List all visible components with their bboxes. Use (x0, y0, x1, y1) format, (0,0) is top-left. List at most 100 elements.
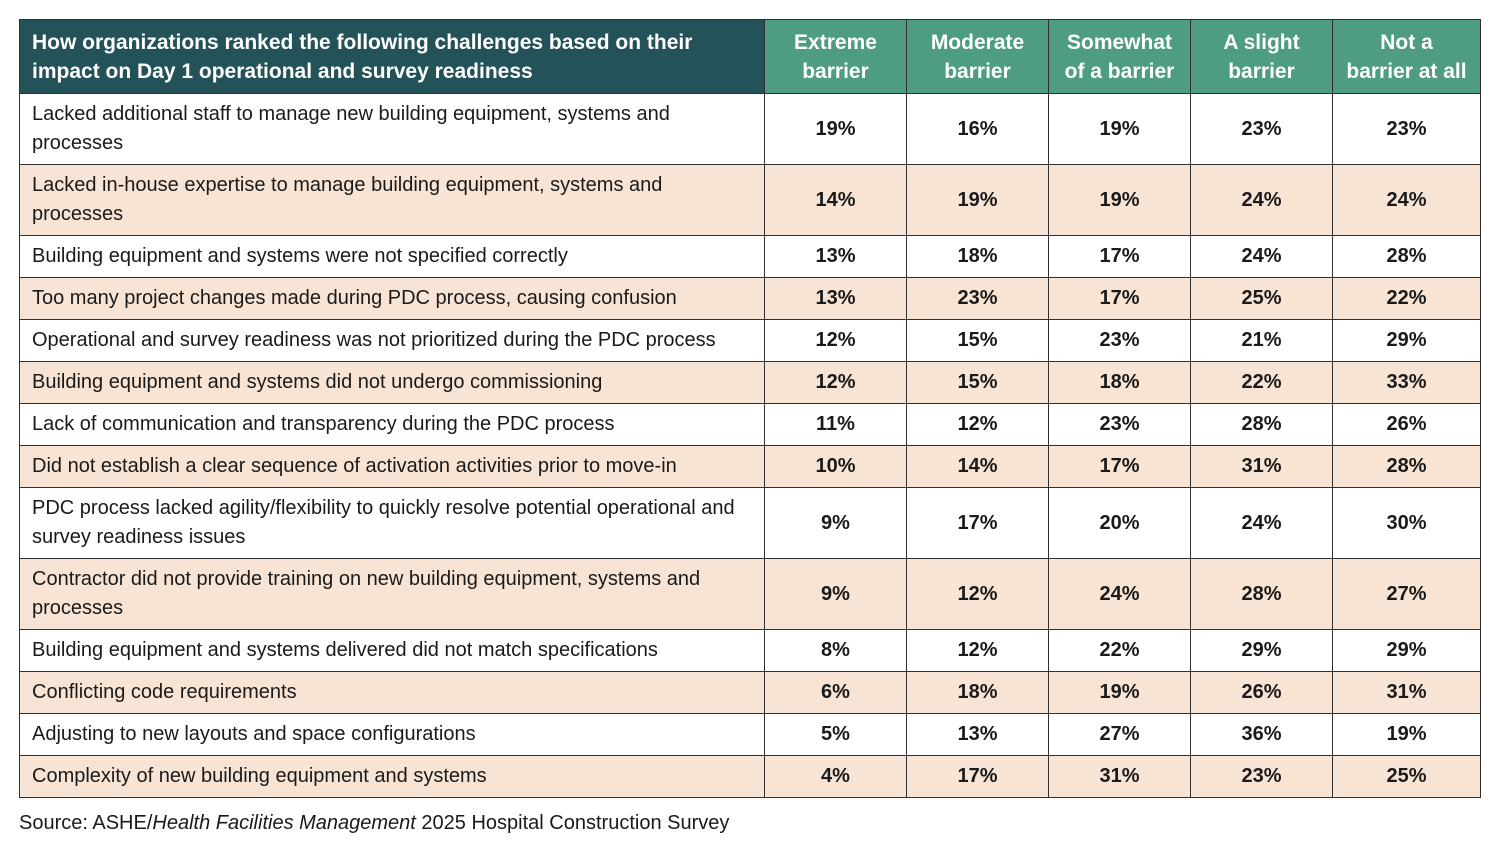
row-label: Contractor did not provide training on n… (19, 558, 765, 630)
value-cell: 26% (1332, 403, 1481, 446)
value-cell: 24% (1332, 164, 1481, 236)
value-cell: 17% (1048, 277, 1191, 320)
value-cell: 17% (1048, 445, 1191, 488)
row-label: Conflicting code requirements (19, 671, 765, 714)
table-row: Too many project changes made during PDC… (19, 277, 1481, 320)
value-cell: 23% (1190, 93, 1333, 165)
source-note: Source: ASHE/Health Facilities Managemen… (19, 809, 729, 837)
value-cell: 12% (906, 558, 1049, 630)
value-cell: 24% (1190, 235, 1333, 278)
value-cell: 12% (764, 319, 907, 362)
row-label: Building equipment and systems were not … (19, 235, 765, 278)
value-cell: 18% (1048, 361, 1191, 404)
value-cell: 22% (1190, 361, 1333, 404)
source-suffix: 2025 Hospital Construction Survey (415, 812, 730, 834)
table-row: Contractor did not provide training on n… (19, 558, 1481, 630)
row-label: Building equipment and systems did not u… (19, 361, 765, 404)
row-label: Building equipment and systems delivered… (19, 629, 765, 672)
value-cell: 9% (764, 558, 907, 630)
value-cell: 21% (1190, 319, 1333, 362)
value-cell: 25% (1190, 277, 1333, 320)
value-cell: 10% (764, 445, 907, 488)
value-cell: 19% (1048, 164, 1191, 236)
row-label: Operational and survey readiness was not… (19, 319, 765, 362)
col-header-not-a-barrier: Not a barrier at all (1332, 19, 1481, 94)
value-cell: 16% (906, 93, 1049, 165)
value-cell: 20% (1048, 487, 1191, 559)
col-header-extreme: Extreme barrier (764, 19, 907, 94)
value-cell: 27% (1332, 558, 1481, 630)
col-header-moderate: Moderate barrier (906, 19, 1049, 94)
value-cell: 19% (1048, 93, 1191, 165)
value-cell: 14% (906, 445, 1049, 488)
value-cell: 18% (906, 235, 1049, 278)
value-cell: 19% (1332, 713, 1481, 756)
value-cell: 30% (1332, 487, 1481, 559)
row-label: Lacked additional staff to manage new bu… (19, 93, 765, 165)
row-label: Did not establish a clear sequence of ac… (19, 445, 765, 488)
value-cell: 24% (1048, 558, 1191, 630)
value-cell: 23% (1048, 403, 1191, 446)
value-cell: 12% (906, 629, 1049, 672)
value-cell: 28% (1332, 235, 1481, 278)
table-row: Did not establish a clear sequence of ac… (19, 445, 1481, 488)
value-cell: 28% (1190, 558, 1333, 630)
row-label: Lack of communication and transparency d… (19, 403, 765, 446)
survey-table: How organizations ranked the following c… (19, 19, 1481, 798)
row-label: Adjusting to new layouts and space confi… (19, 713, 765, 756)
value-cell: 15% (906, 319, 1049, 362)
value-cell: 9% (764, 487, 907, 559)
table-row: Lack of communication and transparency d… (19, 403, 1481, 446)
table-row: Lacked in-house expertise to manage buil… (19, 164, 1481, 236)
value-cell: 13% (906, 713, 1049, 756)
table-row: Building equipment and systems did not u… (19, 361, 1481, 404)
row-label: PDC process lacked agility/flexibility t… (19, 487, 765, 559)
value-cell: 18% (906, 671, 1049, 714)
value-cell: 12% (764, 361, 907, 404)
value-cell: 19% (1048, 671, 1191, 714)
source-prefix: Source: ASHE/ (19, 812, 153, 834)
row-header-cell: How organizations ranked the following c… (19, 19, 765, 94)
table-row: Building equipment and systems delivered… (19, 629, 1481, 672)
header-row: How organizations ranked the following c… (19, 19, 1481, 94)
value-cell: 19% (906, 164, 1049, 236)
value-cell: 17% (906, 755, 1049, 798)
table-row: PDC process lacked agility/flexibility t… (19, 487, 1481, 559)
col-header-slight: A slight barrier (1190, 19, 1333, 94)
value-cell: 29% (1332, 319, 1481, 362)
value-cell: 19% (764, 93, 907, 165)
value-cell: 5% (764, 713, 907, 756)
value-cell: 27% (1048, 713, 1191, 756)
table-row: Adjusting to new layouts and space confi… (19, 713, 1481, 756)
value-cell: 25% (1332, 755, 1481, 798)
value-cell: 6% (764, 671, 907, 714)
value-cell: 26% (1190, 671, 1333, 714)
table-body: Lacked additional staff to manage new bu… (19, 93, 1481, 798)
value-cell: 13% (764, 277, 907, 320)
value-cell: 36% (1190, 713, 1333, 756)
value-cell: 13% (764, 235, 907, 278)
value-cell: 8% (764, 629, 907, 672)
table-row: Building equipment and systems were not … (19, 235, 1481, 278)
row-label: Complexity of new building equipment and… (19, 755, 765, 798)
col-header-somewhat: Somewhat of a barrier (1048, 19, 1191, 94)
value-cell: 23% (906, 277, 1049, 320)
value-cell: 11% (764, 403, 907, 446)
table-row: Complexity of new building equipment and… (19, 755, 1481, 798)
value-cell: 23% (1332, 93, 1481, 165)
value-cell: 31% (1048, 755, 1191, 798)
value-cell: 31% (1332, 671, 1481, 714)
row-label: Lacked in-house expertise to manage buil… (19, 164, 765, 236)
value-cell: 4% (764, 755, 907, 798)
value-cell: 28% (1332, 445, 1481, 488)
value-cell: 24% (1190, 164, 1333, 236)
table-row: Lacked additional staff to manage new bu… (19, 93, 1481, 165)
table-row: Conflicting code requirements 6% 18% 19% 26%… (19, 671, 1481, 714)
value-cell: 29% (1190, 629, 1333, 672)
value-cell: 22% (1332, 277, 1481, 320)
value-cell: 23% (1048, 319, 1191, 362)
value-cell: 17% (906, 487, 1049, 559)
value-cell: 28% (1190, 403, 1333, 446)
value-cell: 33% (1332, 361, 1481, 404)
row-label: Too many project changes made during PDC… (19, 277, 765, 320)
